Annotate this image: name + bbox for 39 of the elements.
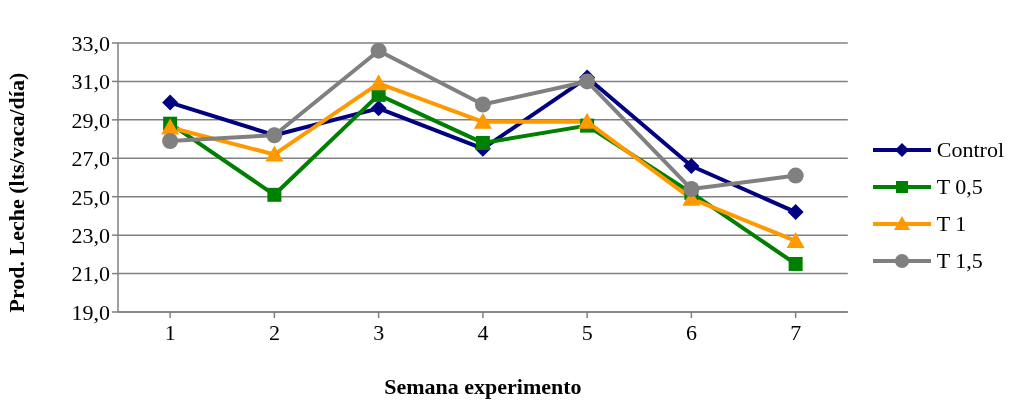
point xyxy=(787,204,804,221)
legend-label: T 0,5 xyxy=(936,173,983,200)
x-tick-label: 7 xyxy=(790,319,802,345)
point xyxy=(578,112,597,129)
y-tick-label: 21,0 xyxy=(71,261,110,287)
x-tick-label: 3 xyxy=(373,319,385,345)
point xyxy=(370,43,387,59)
point xyxy=(370,100,387,117)
point xyxy=(474,96,491,113)
x-tick-label: 6 xyxy=(685,319,697,345)
point xyxy=(579,73,596,90)
y-tick-label: 23,0 xyxy=(71,222,110,248)
point xyxy=(162,132,179,149)
point xyxy=(788,256,803,271)
x-tick-label: 1 xyxy=(164,319,176,345)
point xyxy=(265,145,284,162)
y-tick-label: 29,0 xyxy=(71,107,110,133)
legend-label: Control xyxy=(936,136,1004,163)
point xyxy=(162,94,179,111)
point xyxy=(786,231,805,248)
x-tick-label: 2 xyxy=(268,319,280,345)
legend-label: T 1,5 xyxy=(936,247,983,274)
y-tick-label: 25,0 xyxy=(71,184,110,210)
point xyxy=(475,135,490,150)
point xyxy=(473,112,492,129)
point xyxy=(267,187,282,202)
x-tick-label: 5 xyxy=(581,319,593,345)
y-tick-label: 27,0 xyxy=(71,146,110,172)
x-axis-title: Semana experimento xyxy=(384,374,582,399)
y-axis-title: Prod. Leche (lts/vaca/día) xyxy=(3,72,29,313)
point xyxy=(369,74,388,91)
point xyxy=(683,181,700,198)
y-tick-label: 19,0 xyxy=(71,299,110,325)
legend-label: T 1 xyxy=(936,210,967,237)
point xyxy=(683,157,700,174)
y-tick-label: 33,0 xyxy=(71,30,110,56)
point xyxy=(787,167,804,184)
y-tick-label: 31,0 xyxy=(71,69,110,95)
x-tick-label: 4 xyxy=(477,319,489,345)
